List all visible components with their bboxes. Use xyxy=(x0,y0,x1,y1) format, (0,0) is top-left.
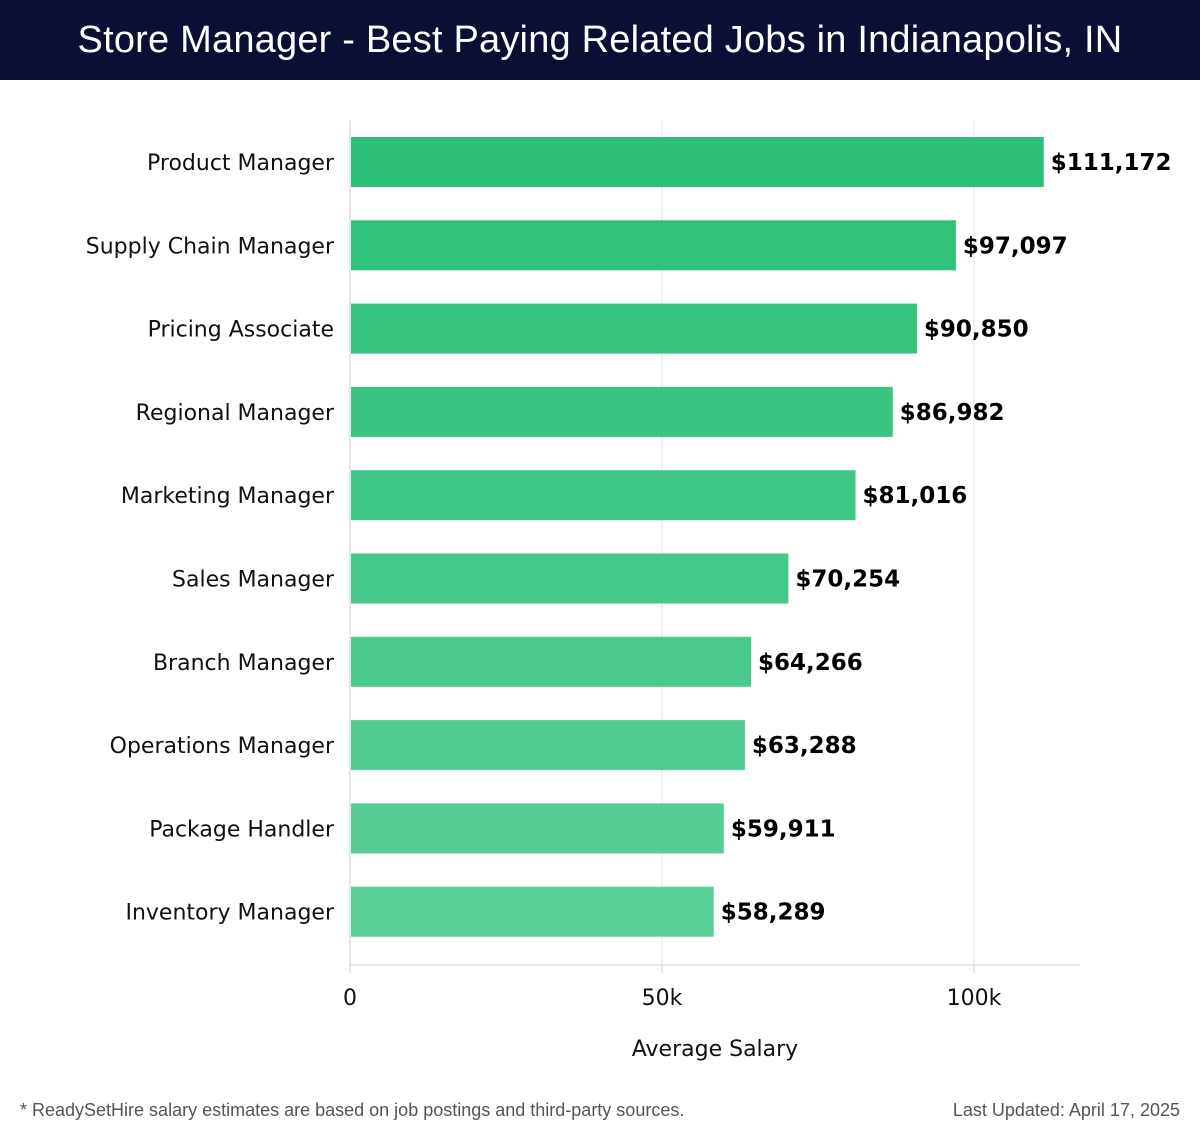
value-label: $58,289 xyxy=(721,900,826,926)
bar[interactable] xyxy=(351,720,745,771)
value-label: $90,850 xyxy=(924,317,1029,343)
bar[interactable] xyxy=(351,553,789,604)
category-label: Operations Manager xyxy=(110,734,335,759)
x-axis-title: Average Salary xyxy=(632,1037,798,1062)
bar[interactable] xyxy=(351,386,893,437)
value-label: $63,288 xyxy=(752,733,857,759)
category-label: Pricing Associate xyxy=(148,318,334,343)
x-axis: 0 50k 100k xyxy=(343,120,1080,1011)
bar-chart: Product Manager $111,172 Supply Chain Mana… xyxy=(86,120,1172,1062)
category-label: Regional Manager xyxy=(136,401,335,426)
bar[interactable] xyxy=(351,303,917,354)
category-label: Product Manager xyxy=(147,151,335,176)
bar[interactable] xyxy=(351,470,856,521)
bar[interactable] xyxy=(351,220,956,271)
bars: Product Manager $111,172 Supply Chain Mana… xyxy=(86,137,1172,937)
x-tick-label: 100k xyxy=(947,986,1002,1011)
chart-title: Store Manager - Best Paying Related Jobs… xyxy=(0,0,1200,80)
value-label: $59,911 xyxy=(731,816,836,842)
bar[interactable] xyxy=(351,636,752,687)
category-label: Branch Manager xyxy=(153,651,335,676)
category-label: Inventory Manager xyxy=(125,901,334,926)
bar[interactable] xyxy=(351,803,724,854)
bar[interactable] xyxy=(351,137,1044,187)
category-label: Supply Chain Manager xyxy=(86,234,335,259)
last-updated: Last Updated: April 17, 2025 xyxy=(952,1100,1180,1120)
category-label: Sales Manager xyxy=(172,568,335,593)
footnote: * ReadySetHire salary estimates are base… xyxy=(20,1100,685,1120)
value-label: $64,266 xyxy=(758,650,863,676)
value-label: $97,097 xyxy=(963,233,1068,259)
x-tick-label: 50k xyxy=(642,986,683,1011)
category-label: Marketing Manager xyxy=(121,484,335,509)
category-label: Package Handler xyxy=(149,817,335,842)
value-label: $111,172 xyxy=(1051,150,1172,176)
x-tick-label: 0 xyxy=(343,986,357,1011)
bar[interactable] xyxy=(351,886,714,937)
value-label: $86,982 xyxy=(900,400,1005,426)
value-label: $70,254 xyxy=(795,567,900,593)
value-label: $81,016 xyxy=(863,483,968,509)
